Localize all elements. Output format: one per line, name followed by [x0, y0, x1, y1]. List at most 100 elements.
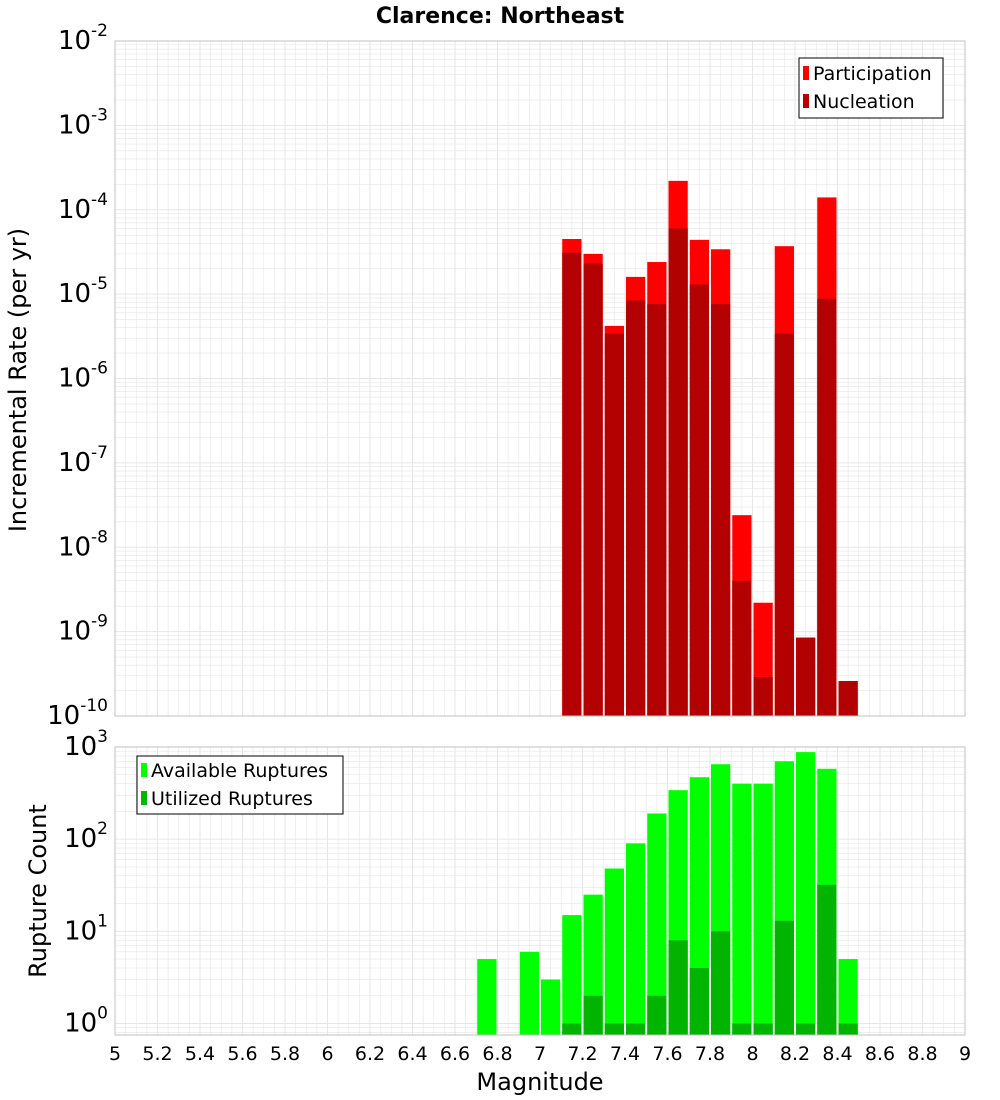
top-panel: 10-10 10-9 10-8 10-7 10-6 10-5 10-4 10-3 10-2 In… [4, 21, 966, 731]
y-tick-label: 10-8 [58, 527, 108, 562]
x-tick-label: 5.8 [270, 1043, 300, 1065]
nucleation-bar [626, 300, 646, 716]
x-tick-label: 7.6 [652, 1043, 682, 1065]
nucleation-bar [796, 637, 816, 716]
y-tick-label: 10-3 [58, 105, 108, 140]
bottom-plot-frame [114, 746, 966, 1036]
top-bars [562, 180, 858, 717]
x-tick-label: 7.4 [610, 1043, 640, 1065]
nucleation-bar [753, 676, 773, 716]
y-tick-label: 10-2 [58, 21, 108, 56]
available-bar [541, 979, 561, 1035]
y-tick-label: 10-6 [58, 359, 108, 394]
bottom-legend-box [136, 755, 344, 815]
available-bar [604, 868, 624, 1035]
utilized-bar [689, 967, 709, 1035]
bottom-y-axis-label: Rupture Count [24, 804, 52, 978]
nucleation-bar [817, 298, 837, 716]
nucleation-bar [774, 333, 794, 716]
y-tick-label: 100 [64, 1003, 108, 1038]
y-tick-label: 10-9 [58, 612, 108, 647]
nucleation-bar [689, 284, 709, 716]
x-tick-label: 6.6 [440, 1043, 470, 1065]
x-tick-label: 5.4 [185, 1043, 215, 1065]
utilized-bar [732, 1023, 752, 1035]
available-bar [753, 783, 773, 1035]
nucleation-bar [562, 252, 582, 716]
utilized-bar [668, 940, 688, 1035]
utilized-bar [753, 1023, 773, 1035]
nucleation-bar [583, 263, 603, 716]
nucleation-bar [732, 580, 752, 716]
x-tick-label: 7.2 [567, 1043, 597, 1065]
x-tick-label: 7 [534, 1043, 546, 1065]
utilized-bar [626, 1023, 646, 1035]
available-bar [647, 813, 667, 1035]
bottom-panel: 100 101 102 103 5 5.2 5.4 5.6 5.8 6 6.2 6.4 6.6 6.8 7… [24, 727, 971, 1096]
available-bar [838, 959, 858, 1035]
utilized-bar [774, 920, 794, 1035]
available-bar [562, 915, 582, 1035]
legend-swatch-available [141, 763, 147, 777]
utilized-bar [604, 1023, 624, 1035]
y-tick-label: 103 [64, 727, 108, 762]
nucleation-bar [838, 680, 858, 716]
x-tick-label: 8 [746, 1043, 758, 1065]
x-tick-label: 8.2 [780, 1043, 810, 1065]
x-tick-label: 6.4 [397, 1043, 427, 1065]
utilized-bar [817, 884, 837, 1035]
utilized-bar [583, 995, 603, 1035]
y-tick-label: 10-10 [47, 696, 108, 731]
x-tick-label: 8.8 [907, 1043, 937, 1065]
bottom-bars [477, 752, 858, 1035]
legend-swatch-utilized [141, 791, 147, 805]
bottom-y-tick-labels: 100 101 102 103 [64, 727, 108, 1038]
utilized-bar [647, 995, 667, 1035]
nucleation-bar [647, 304, 667, 716]
legend-swatch-participation [803, 66, 809, 80]
legend-swatch-nucleation [803, 94, 809, 108]
x-tick-label: 6.2 [355, 1043, 385, 1065]
y-tick-label: 102 [64, 819, 108, 854]
utilized-bar [838, 1023, 858, 1035]
x-tick-label: 7.8 [695, 1043, 725, 1065]
available-bar [796, 752, 816, 1035]
y-tick-label: 10-7 [58, 443, 108, 478]
y-tick-label: 101 [64, 911, 108, 946]
x-tick-label: 5.6 [227, 1043, 257, 1065]
utilized-bar [562, 1023, 582, 1035]
available-bar [626, 843, 646, 1035]
utilized-bar [796, 1023, 816, 1035]
x-tick-label: 8.4 [822, 1043, 852, 1065]
top-legend-box [798, 57, 944, 119]
nucleation-bar [711, 304, 731, 716]
nucleation-bar [668, 228, 688, 716]
chart-title: Clarence: Northeast [376, 4, 625, 29]
x-tick-label: 5.2 [142, 1043, 172, 1065]
top-y-tick-labels: 10-10 10-9 10-8 10-7 10-6 10-5 10-4 10-3 10-2 [47, 21, 108, 731]
legend-label-nucleation: Nucleation [813, 91, 915, 113]
x-tick-label: 9 [959, 1043, 971, 1065]
bottom-legend: Available Ruptures Utilized Ruptures [136, 755, 344, 815]
legend-label-utilized: Utilized Ruptures [151, 788, 313, 810]
top-gridlines [114, 40, 966, 717]
legend-label-available: Available Ruptures [151, 760, 328, 782]
available-bar [732, 783, 752, 1035]
y-tick-label: 10-4 [58, 190, 108, 225]
x-tick-labels: 5 5.2 5.4 5.6 5.8 6 6.2 6.4 6.6 6.8 7 7.2 7.4 7.6 7.8 8… [109, 1043, 971, 1065]
available-bar [519, 951, 539, 1035]
x-tick-label: 5 [109, 1043, 121, 1065]
nucleation-bar [604, 333, 624, 716]
utilized-bar [711, 931, 731, 1035]
legend-label-participation: Participation [813, 63, 932, 85]
x-tick-label: 6.8 [482, 1043, 512, 1065]
top-y-axis-label: Incremental Rate (per yr) [4, 228, 32, 532]
top-plot-frame [114, 40, 966, 717]
x-tick-label: 6 [321, 1043, 333, 1065]
x-tick-label: 8.6 [865, 1043, 895, 1065]
x-axis-label: Magnitude [476, 1068, 603, 1096]
available-bar [477, 959, 497, 1035]
top-legend: Participation Nucleation [798, 57, 944, 119]
y-tick-label: 10-5 [58, 274, 108, 309]
